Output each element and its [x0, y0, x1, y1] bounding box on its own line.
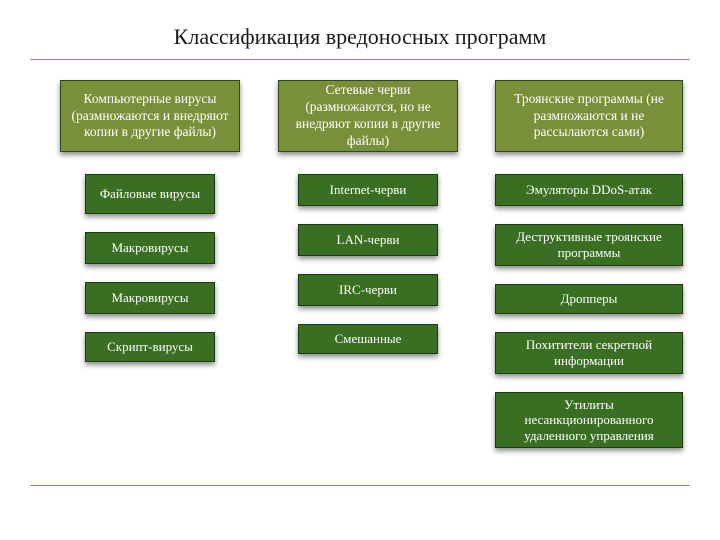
category-item: Макровирусы — [85, 282, 215, 314]
category-item: Файловые вирусы — [85, 174, 215, 214]
category-item: Деструктивные троянские программы — [495, 224, 683, 266]
page-title: Классификация вредоносных программ — [0, 24, 720, 50]
column-0: Компьютерные вирусы (размножаются и внед… — [60, 80, 240, 362]
category-item: Дропперы — [495, 284, 683, 314]
category-item: Утилиты несанкционированного удаленного … — [495, 392, 683, 448]
category-item: Internet-черви — [298, 174, 438, 206]
category-item: Смешанные — [298, 324, 438, 354]
category-item: Эмуляторы DDoS-атак — [495, 174, 683, 206]
category-item: LAN-черви — [298, 224, 438, 256]
column-1: Сетевые черви (размножаются, но не внедр… — [278, 80, 458, 354]
category-header: Компьютерные вирусы (размножаются и внед… — [60, 80, 240, 152]
divider-bottom — [30, 485, 690, 486]
category-header: Сетевые черви (размножаются, но не внедр… — [278, 80, 458, 152]
category-item: IRC-черви — [298, 274, 438, 306]
divider-top — [30, 59, 690, 60]
category-item: Похитители секретной информации — [495, 332, 683, 374]
category-item: Скрипт-вирусы — [85, 332, 215, 362]
category-header: Троянские программы (не размножаются и н… — [495, 80, 683, 152]
column-2: Троянские программы (не размножаются и н… — [495, 80, 683, 448]
category-item: Макровирусы — [85, 232, 215, 264]
